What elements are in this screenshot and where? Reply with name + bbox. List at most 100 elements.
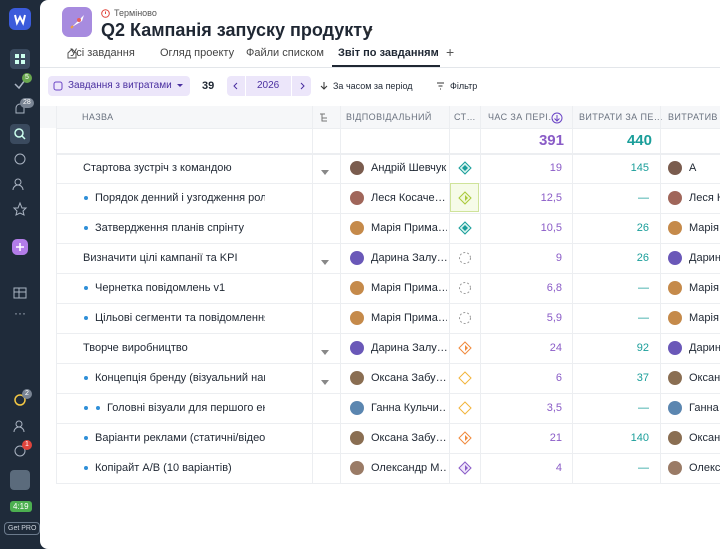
tab[interactable]: Огляд проекту (160, 47, 235, 59)
title-dropdown[interactable] (362, 26, 374, 36)
spent-by[interactable]: А (689, 162, 697, 174)
spent-by[interactable]: Дарин (689, 342, 720, 354)
assignee-avatar (350, 371, 364, 385)
header-bg (40, 106, 720, 128)
task-name[interactable]: Копірайт A/B (10 варіантів) (95, 462, 232, 474)
task-name[interactable]: Цільові сегменти та повідомлення (95, 312, 265, 324)
spent-by[interactable]: Оксана (689, 372, 720, 384)
logo[interactable] (9, 8, 31, 30)
tab[interactable]: Файли списком (246, 47, 324, 59)
assignee[interactable]: Марія Прима… (371, 222, 447, 234)
time: 10,5 (540, 222, 562, 234)
view-select[interactable]: Завдання з витратами (48, 76, 190, 96)
assignee[interactable]: Оксана Забу… (371, 432, 447, 444)
assignee[interactable]: Дарина Залу… (371, 252, 447, 264)
spent-by[interactable]: Оксана (689, 432, 720, 444)
status-icon (458, 431, 472, 450)
task-name[interactable]: Варіанти реклами (статичні/відео) (95, 432, 265, 444)
tab[interactable]: Звіт по завданням (338, 47, 439, 59)
nav-invite[interactable] (10, 416, 30, 436)
nav-add[interactable] (12, 239, 28, 255)
period-sort[interactable]: За часом за період (333, 81, 413, 91)
year-picker[interactable]: 2026 (227, 76, 311, 96)
task-name[interactable]: Затвердження планів спрінту (95, 222, 244, 234)
cost: — (638, 282, 649, 294)
spent-by[interactable]: Ганна К (689, 402, 720, 414)
add-tab[interactable]: + (446, 44, 455, 60)
assignee-avatar (350, 281, 364, 295)
project-icon (62, 7, 92, 37)
prev[interactable] (231, 81, 241, 91)
task-name[interactable]: Головні візуали для першого екрану (107, 402, 265, 414)
hierarchy-icon (318, 111, 330, 129)
time: 19 (549, 162, 562, 174)
task-name[interactable]: Творче виробництво (83, 342, 188, 354)
time: 6,8 (546, 282, 562, 294)
assignee[interactable]: Оксана Забу… (371, 372, 447, 384)
column-header[interactable]: СТ… (454, 112, 476, 122)
nav-star[interactable] (10, 199, 30, 219)
spent-by[interactable]: Леся К (689, 192, 720, 204)
badge: 2 (22, 389, 32, 399)
nav-chat[interactable] (10, 149, 30, 169)
task-name[interactable]: Чернетка повідомлень v1 (95, 282, 226, 294)
nav-help[interactable] (10, 441, 30, 461)
nav-more[interactable]: ··· (14, 306, 26, 320)
column-header[interactable]: НАЗВА (82, 112, 114, 122)
assignee[interactable]: Марія Прима… (371, 282, 447, 294)
divider (40, 67, 720, 68)
spent-by[interactable]: Олекса (689, 462, 720, 474)
priority-icon (101, 9, 110, 18)
assignee[interactable]: Олександр М… (371, 462, 447, 474)
assignee-avatar (350, 251, 364, 265)
column-header[interactable]: ВИТРАТИВ (668, 112, 718, 122)
task-name[interactable]: Концепція бренду (візуальний напрям) (95, 372, 265, 384)
row-divider (56, 153, 720, 155)
column-divider (480, 106, 481, 483)
spent-by[interactable]: Дарин (689, 252, 720, 264)
spent-by[interactable]: Марія (689, 312, 719, 324)
spent-avatar (668, 401, 682, 415)
cost: — (638, 402, 649, 414)
spent-avatar (668, 161, 682, 175)
spent-avatar (668, 251, 682, 265)
bullet (84, 286, 88, 290)
nav-home[interactable] (10, 49, 30, 69)
spent-by[interactable]: Марія (689, 222, 719, 234)
tab[interactable]: Усі завдання (70, 47, 135, 59)
timer[interactable]: 4:19 (10, 501, 32, 512)
sort-desc-icon (551, 111, 563, 129)
column-header[interactable]: ВИТРАТИ ЗА ПЕ… (579, 112, 663, 122)
nav-search[interactable] (10, 124, 30, 144)
assignee[interactable]: Леся Косаче… (371, 192, 446, 204)
spent-avatar (668, 431, 682, 445)
week-number: 39 (202, 80, 215, 92)
assignee[interactable]: Марія Прима… (371, 312, 447, 324)
spent-avatar (668, 281, 682, 295)
task-name[interactable]: Порядок денний і узгодження ролей (95, 192, 265, 204)
status-icon (458, 161, 472, 180)
badge: 28 (20, 98, 34, 108)
bullet (84, 316, 88, 320)
task-name[interactable]: Стартова зустріч з командою (83, 162, 232, 174)
assignee[interactable]: Андрій Шевчук (371, 162, 447, 174)
column-header[interactable]: ВІДПОВІДАЛЬНИЙ (346, 112, 432, 122)
next[interactable] (297, 81, 307, 91)
assignee[interactable]: Дарина Залу… (371, 342, 447, 354)
task-name[interactable]: Визначити цілі кампанії та KPI (83, 252, 238, 264)
spent-by[interactable]: Марія (689, 282, 719, 294)
assignee[interactable]: Ганна Кульчи… (371, 402, 447, 414)
time: 12,5 (540, 192, 562, 204)
nav-people[interactable] (10, 174, 30, 194)
expand-toggle (320, 374, 330, 392)
user-avatar[interactable] (10, 470, 30, 490)
nav-tasks[interactable] (10, 74, 30, 94)
cost: — (638, 192, 649, 204)
nav-table[interactable] (10, 283, 30, 303)
upgrade-button[interactable]: Get PRO (4, 522, 41, 535)
nav-timer[interactable] (10, 390, 30, 410)
column-divider (56, 106, 57, 483)
tab-underline (332, 65, 440, 67)
badge: 5 (22, 73, 32, 83)
filter[interactable]: Фільтр (450, 81, 478, 91)
